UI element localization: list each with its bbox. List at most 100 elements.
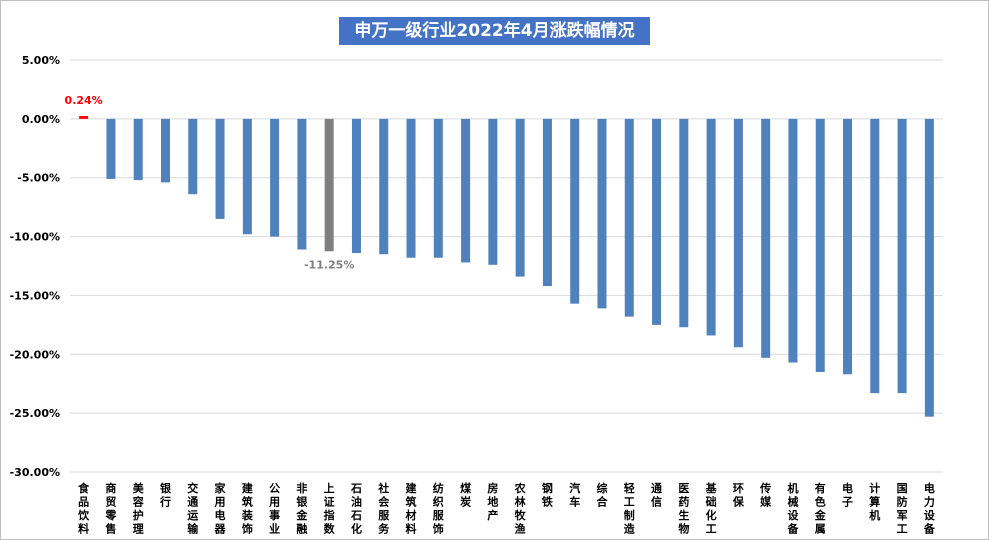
x-category-label: 轻工制造 bbox=[624, 481, 636, 536]
bar bbox=[297, 118, 307, 250]
bar bbox=[270, 118, 280, 237]
svg-text:有色金属: 有色金属 bbox=[814, 481, 827, 536]
bar bbox=[324, 118, 334, 252]
bar bbox=[79, 116, 89, 119]
x-category-label: 社会服务 bbox=[377, 481, 390, 536]
x-category-label: 食品饮料 bbox=[77, 481, 90, 536]
y-tick-label: -20.00% bbox=[10, 348, 60, 361]
svg-text:环保: 环保 bbox=[732, 482, 745, 509]
x-category-label: 有色金属 bbox=[814, 481, 827, 536]
bar bbox=[461, 118, 471, 263]
x-category-label: 钢铁 bbox=[542, 481, 553, 509]
svg-text:家用电器: 家用电器 bbox=[214, 481, 227, 536]
svg-text:美容护理: 美容护理 bbox=[132, 481, 145, 536]
bar bbox=[351, 118, 361, 254]
bar bbox=[897, 118, 907, 394]
bar bbox=[843, 118, 853, 375]
bar bbox=[624, 118, 634, 317]
bar bbox=[870, 118, 880, 394]
x-category-label: 电子 bbox=[842, 481, 853, 509]
svg-text:非银金融: 非银金融 bbox=[295, 481, 308, 536]
bar bbox=[133, 118, 143, 181]
x-category-label: 建筑材料 bbox=[406, 481, 418, 536]
y-tick-label: 5.00% bbox=[22, 54, 60, 67]
svg-text:农林牧渔: 农林牧渔 bbox=[514, 481, 527, 536]
bar bbox=[515, 118, 525, 277]
bar bbox=[188, 118, 198, 195]
x-category-label: 美容护理 bbox=[132, 481, 145, 536]
svg-text:纺织服饰: 纺织服饰 bbox=[433, 481, 445, 536]
bar bbox=[706, 118, 716, 336]
svg-text:计算机: 计算机 bbox=[868, 481, 880, 522]
svg-text:房地产: 房地产 bbox=[487, 481, 498, 522]
bar bbox=[106, 118, 116, 179]
bars bbox=[79, 116, 934, 417]
data-label: -11.25% bbox=[304, 258, 354, 271]
svg-text:社会服务: 社会服务 bbox=[377, 481, 390, 536]
x-category-label: 家用电器 bbox=[214, 481, 227, 536]
y-axis: 5.00% 0.00% -5.00% -10.00% -15.00% -20.00% -25… bbox=[10, 54, 60, 479]
gridlines bbox=[70, 59, 943, 473]
x-category-label: 房地产 bbox=[487, 481, 498, 522]
bar bbox=[761, 118, 771, 358]
bar bbox=[542, 118, 552, 287]
x-axis-categories: 食品饮料 商贸零售 美容护理 银行 交通运输 家用电器 建筑装饰 公用事业 非银金融 上证指数 石油… bbox=[77, 481, 936, 536]
x-category-label: 电力设备 bbox=[923, 481, 936, 536]
x-category-label: 环保 bbox=[732, 482, 745, 509]
x-category-label: 机械设备 bbox=[786, 481, 799, 536]
svg-text:汽车: 汽车 bbox=[569, 481, 580, 509]
chart-title: 申万一级行业2022年4月涨跌幅情况 bbox=[339, 17, 650, 45]
x-category-label: 商贸零售 bbox=[104, 481, 117, 536]
bar bbox=[570, 118, 580, 304]
svg-text:石油石化: 石油石化 bbox=[350, 482, 362, 536]
bar bbox=[406, 118, 416, 258]
y-tick-label: -10.00% bbox=[10, 231, 60, 244]
x-category-label: 汽车 bbox=[569, 481, 580, 509]
svg-text:电力设备: 电力设备 bbox=[923, 481, 936, 536]
x-category-label: 非银金融 bbox=[295, 481, 308, 536]
svg-text:公用事业: 公用事业 bbox=[269, 482, 280, 536]
y-tick-label: -30.00% bbox=[10, 466, 60, 479]
y-tick-label: -15.00% bbox=[10, 289, 60, 302]
bar bbox=[215, 118, 225, 219]
x-category-label: 综合 bbox=[596, 481, 608, 509]
svg-text:机械设备: 机械设备 bbox=[786, 481, 799, 536]
x-category-label: 基础化工 bbox=[705, 481, 718, 536]
svg-text:商贸零售: 商贸零售 bbox=[104, 481, 117, 536]
bar bbox=[733, 118, 743, 348]
bar bbox=[924, 118, 934, 417]
svg-text:钢铁: 钢铁 bbox=[542, 481, 553, 509]
svg-text:煤炭: 煤炭 bbox=[460, 481, 472, 509]
svg-text:国防军工: 国防军工 bbox=[897, 482, 908, 536]
svg-text:建筑装饰: 建筑装饰 bbox=[241, 481, 254, 536]
bar bbox=[379, 118, 389, 255]
x-category-label: 公用事业 bbox=[269, 482, 280, 536]
x-category-label: 医药生物 bbox=[678, 482, 689, 536]
svg-text:交通运输: 交通运输 bbox=[187, 481, 199, 536]
bar bbox=[652, 118, 662, 325]
x-category-label: 国防军工 bbox=[897, 482, 908, 536]
svg-text:建筑材料: 建筑材料 bbox=[406, 481, 418, 536]
y-tick-label: -5.00% bbox=[17, 172, 60, 185]
svg-text:上证指数: 上证指数 bbox=[324, 481, 336, 536]
x-category-label: 上证指数 bbox=[324, 481, 336, 536]
svg-text:医药生物: 医药生物 bbox=[678, 482, 689, 536]
bar bbox=[788, 118, 798, 363]
bar bbox=[242, 118, 252, 235]
svg-text:基础化工: 基础化工 bbox=[705, 481, 718, 536]
bar bbox=[597, 118, 607, 309]
svg-text:电子: 电子 bbox=[842, 481, 853, 509]
y-tick-label: 0.00% bbox=[22, 113, 60, 126]
x-category-label: 交通运输 bbox=[187, 481, 199, 536]
bar bbox=[815, 118, 825, 372]
data-labels: 0.24% -11.25% bbox=[65, 94, 355, 271]
svg-text:传媒: 传媒 bbox=[759, 481, 772, 509]
svg-text:综合: 综合 bbox=[596, 481, 608, 509]
x-category-label: 计算机 bbox=[868, 481, 880, 522]
y-tick-label: -25.00% bbox=[10, 407, 60, 420]
bar bbox=[160, 118, 170, 183]
x-category-label: 纺织服饰 bbox=[433, 481, 445, 536]
x-category-label: 建筑装饰 bbox=[241, 481, 254, 536]
x-category-label: 煤炭 bbox=[460, 481, 472, 509]
